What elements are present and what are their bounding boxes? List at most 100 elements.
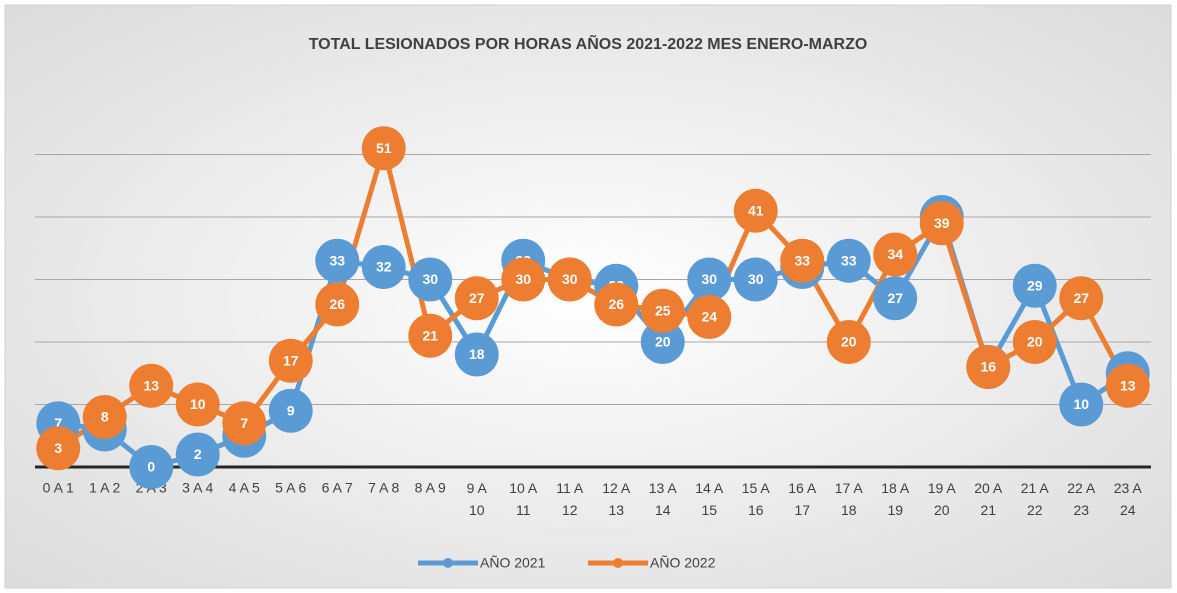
- data-label: 0: [147, 459, 155, 475]
- marker: [268, 338, 313, 383]
- data-label: 39: [934, 215, 950, 231]
- x-tick-label-line: 13: [608, 502, 624, 518]
- x-tick-label: 8 A 9: [415, 480, 446, 496]
- data-label: 18: [469, 346, 485, 362]
- marker: [966, 345, 1011, 389]
- data-label: 27: [887, 290, 903, 306]
- marker: [408, 313, 453, 358]
- x-tick-label-line: 12: [562, 502, 578, 518]
- x-tick-label-line: 19: [887, 502, 903, 518]
- data-label: 17: [283, 352, 299, 368]
- data-label: 51: [376, 140, 392, 156]
- marker: [780, 238, 825, 283]
- x-tick-label-line: 14 A: [695, 480, 724, 496]
- data-label: 30: [701, 271, 717, 287]
- data-label: 33: [794, 252, 810, 268]
- data-label: 20: [841, 334, 857, 350]
- x-tick-label: 14 A 15: [695, 480, 724, 518]
- legend-marker: [613, 558, 623, 568]
- x-tick-label-line: 16: [748, 502, 764, 518]
- data-label: 7: [54, 415, 62, 431]
- marker: [454, 332, 499, 377]
- data-label: 26: [608, 296, 624, 312]
- x-tick-label: 6 A 7: [322, 480, 353, 496]
- data-label: 10: [1073, 396, 1089, 412]
- x-tick-label: 15 A 16: [742, 480, 771, 518]
- marker: [501, 257, 546, 302]
- chart-title: TOTAL LESIONADOS POR HORAS AÑOS 2021-202…: [309, 33, 868, 53]
- marker: [873, 276, 918, 321]
- x-tick-label: 10 A 11: [509, 480, 538, 518]
- x-tick-label-line: 15 A: [742, 480, 771, 496]
- x-tick-label-line: 18 A: [881, 480, 910, 496]
- x-tick-label-line: 13 A: [649, 480, 678, 496]
- marker: [826, 238, 871, 283]
- data-label: 2: [194, 446, 202, 462]
- marker: [687, 295, 732, 339]
- x-tick-label-line: 17 A: [835, 480, 864, 496]
- x-tick-label-line: 19 A: [928, 480, 957, 496]
- data-label: 20: [655, 334, 671, 350]
- marker: [1059, 276, 1104, 321]
- x-tick-label: 3 A 4: [182, 480, 213, 496]
- x-tick-label-line: 23: [1073, 502, 1089, 518]
- data-label: 32: [376, 259, 392, 275]
- data-label: 25: [655, 302, 671, 318]
- x-tick-label: 20 A 21: [974, 480, 1003, 518]
- x-tick-label: 12 A 13: [602, 480, 631, 518]
- x-tick-label: 5 A 6: [275, 480, 306, 496]
- marker: [1105, 363, 1150, 408]
- data-label: 30: [748, 271, 764, 287]
- marker: [640, 288, 685, 333]
- x-tick-label: 23 A 24: [1114, 480, 1143, 518]
- x-tick-label-line: 21 A: [1021, 480, 1050, 496]
- x-tick-label-line: 15: [701, 502, 717, 518]
- marker: [687, 257, 732, 302]
- data-label: 26: [329, 296, 345, 312]
- x-tick-label: 9 A 10: [467, 480, 488, 518]
- data-label: 9: [287, 402, 295, 418]
- data-label: 8: [101, 409, 109, 425]
- marker: [175, 382, 220, 427]
- x-tick-label-line: 24: [1120, 502, 1136, 518]
- data-label: 33: [329, 252, 345, 268]
- data-label: 24: [701, 309, 717, 325]
- marker: [873, 232, 918, 277]
- marker: [547, 257, 592, 302]
- marker: [640, 320, 685, 364]
- x-tick-label: 16 A 17: [788, 480, 817, 518]
- marker: [315, 282, 360, 327]
- data-label: 30: [515, 271, 531, 287]
- data-label: 34: [887, 246, 903, 262]
- data-label: 20: [1027, 334, 1043, 350]
- x-tick-label-line: 21: [980, 502, 996, 518]
- x-tick-label-line: 11: [516, 502, 531, 518]
- marker: [268, 388, 313, 433]
- marker: [1012, 263, 1057, 308]
- marker: [361, 245, 406, 289]
- marker: [826, 320, 871, 364]
- marker: [1012, 320, 1057, 364]
- x-tick-label-line: 12 A: [602, 480, 631, 496]
- x-tick-label-line: 10: [469, 502, 485, 518]
- legend-label: AÑO 2022: [650, 555, 716, 571]
- x-tick-label-line: 11 A: [556, 480, 584, 496]
- x-tick-label: 0 A 1: [43, 480, 74, 496]
- x-tick-label-line: 23 A: [1114, 480, 1143, 496]
- marker: [315, 238, 360, 283]
- legend-marker: [443, 558, 453, 568]
- marker: [361, 126, 406, 171]
- x-tick-label-line: 18: [841, 502, 857, 518]
- x-tick-label: 18 A 19: [881, 480, 910, 518]
- x-tick-label-line: 14: [655, 502, 671, 518]
- x-tick-label-line: 20: [934, 502, 950, 518]
- data-label: 30: [422, 271, 438, 287]
- background: [4, 4, 1172, 589]
- x-tick-label: 4 A 5: [229, 480, 260, 496]
- data-label: 10: [190, 396, 206, 412]
- x-tick-label-line: 16 A: [788, 480, 817, 496]
- data-label: 21: [422, 327, 438, 343]
- x-tick-label-line: 22: [1027, 502, 1043, 518]
- marker: [129, 445, 174, 489]
- legend-label: AÑO 2021: [480, 555, 546, 571]
